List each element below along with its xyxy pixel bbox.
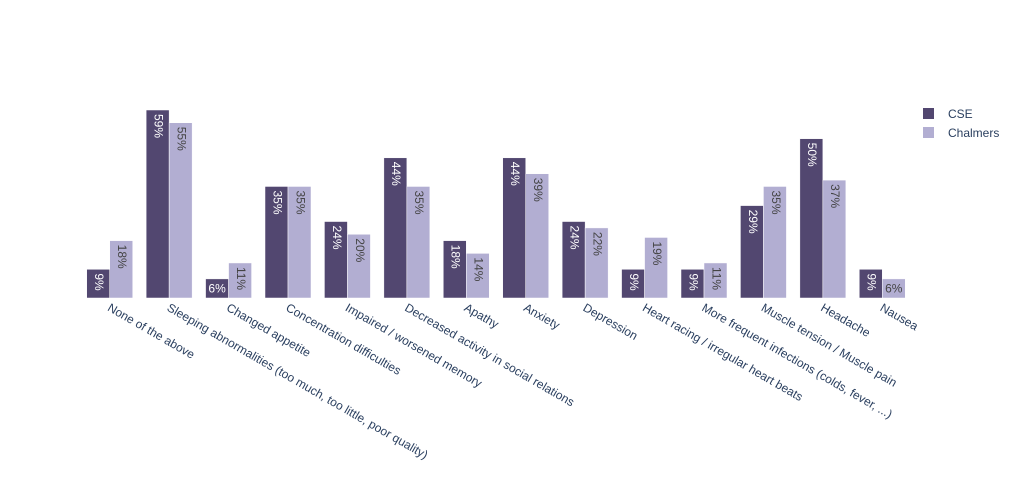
bar-data-label: 20% xyxy=(353,238,367,262)
bar xyxy=(406,186,431,299)
bar-data-label: 18% xyxy=(115,245,129,269)
bar-data-label: 9% xyxy=(627,273,641,291)
bar-data-label: 29% xyxy=(746,210,760,234)
bar-data-label: 18% xyxy=(449,245,463,269)
bar-data-label: 24% xyxy=(567,226,581,250)
bar-data-label: 35% xyxy=(293,190,307,214)
legend-label: Chalmers xyxy=(948,126,999,140)
bar-data-label: 39% xyxy=(531,178,545,202)
x-tick-label: Apathy xyxy=(462,300,501,331)
bar-data-label: 55% xyxy=(174,127,188,151)
bar-data-label: 24% xyxy=(330,226,344,250)
legend-label: CSE xyxy=(948,107,973,121)
bar xyxy=(703,262,728,299)
bar-data-label: 9% xyxy=(92,273,106,291)
bar xyxy=(525,173,549,299)
bar-data-label: 59% xyxy=(151,114,165,138)
bar-data-label: 9% xyxy=(865,273,879,291)
bar xyxy=(109,240,133,299)
x-tick-label: Headache xyxy=(818,300,873,340)
x-tick-label: Depression xyxy=(581,300,641,342)
bar-data-label: 22% xyxy=(590,232,604,256)
bar-data-label: 11% xyxy=(234,267,248,290)
bar-data-label: 44% xyxy=(389,162,403,186)
legend: CSE Chalmers xyxy=(923,107,999,140)
bar-data-label: 35% xyxy=(769,190,783,214)
legend-swatch xyxy=(923,127,934,138)
bar xyxy=(763,186,787,299)
x-tick-label: Nausea xyxy=(878,300,921,333)
bar xyxy=(145,109,170,299)
series-chalmers: 18% 55% 11% 35% 20% 35% 14% 39% 22% 19% 11% 35% 37% 6… xyxy=(109,122,906,299)
bar xyxy=(882,278,906,299)
series-cse: 9% 59% 6% 35% 24% 44% 18% 44% 24% 9% 9% 29% 50% 9% xyxy=(86,109,883,299)
bar-data-label: 37% xyxy=(828,184,842,208)
bar-data-label: 35% xyxy=(270,190,284,214)
bar-data-label: 14% xyxy=(472,257,486,281)
bar xyxy=(584,227,609,299)
bar xyxy=(287,186,312,299)
bar xyxy=(228,262,252,299)
x-tick-label: Anxiety xyxy=(521,300,562,332)
bar-data-label: 19% xyxy=(650,241,664,265)
bar xyxy=(347,234,371,299)
bar-data-label: 6% xyxy=(885,281,903,295)
legend-swatch xyxy=(923,108,934,119)
bar xyxy=(168,122,193,299)
bar-data-label: 6% xyxy=(208,281,226,295)
bar-data-label: 11% xyxy=(709,267,723,290)
bar xyxy=(466,253,490,299)
bar-data-label: 50% xyxy=(805,143,819,167)
bar-data-label: 35% xyxy=(412,190,426,214)
bar-data-label: 9% xyxy=(686,273,700,291)
bar xyxy=(822,179,847,299)
bar xyxy=(644,237,668,299)
bar-data-label: 44% xyxy=(508,162,522,186)
